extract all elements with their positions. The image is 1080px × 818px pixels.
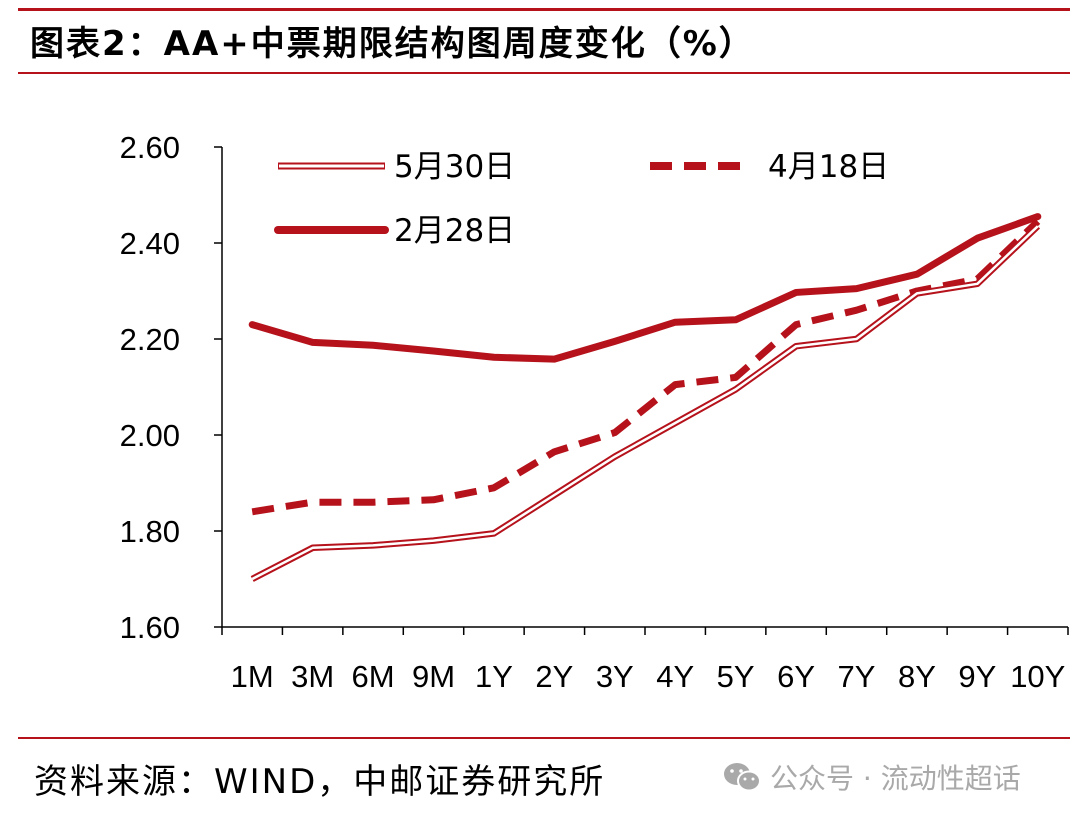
legend-item: 2月28日 <box>274 213 515 249</box>
source-note: 资料来源：WIND，中邮证券研究所 <box>34 762 606 802</box>
y-tick-label: 2.20 <box>120 322 180 357</box>
wechat-icon <box>724 763 761 792</box>
legend-item: 5月30日 <box>278 149 515 185</box>
series-double <box>250 223 1041 582</box>
page-title: 图表2：AA+中票期限结构图周度变化（%） <box>30 24 755 64</box>
y-tick-label: 2.60 <box>120 130 180 165</box>
chart-axes: 1.60 1.80 2.00 2.20 2.40 2.60 1M 3M 6M 9M 1Y 2Y 3Y 4Y… <box>120 130 1069 694</box>
series-line-outer <box>250 223 1041 582</box>
top-rule <box>18 8 1070 11</box>
x-tick-label: 3M <box>291 659 334 694</box>
title-rule <box>18 72 1070 74</box>
x-tick-label: 10Y <box>1010 659 1065 694</box>
x-tick-label: 1M <box>231 659 274 694</box>
x-tick-label: 7Y <box>838 659 876 694</box>
x-tick-label: 9M <box>412 659 455 694</box>
y-tick-label: 2.00 <box>120 418 180 453</box>
chart-legend: 5月30日 4月18日 2月28日 <box>274 149 889 249</box>
x-tick-label: 4Y <box>656 659 694 694</box>
x-tick-label: 8Y <box>898 659 936 694</box>
watermark: 公众号 · 流动性超话 <box>722 757 1021 797</box>
x-tick-label: 5Y <box>717 659 755 694</box>
bottom-rule <box>18 737 1070 739</box>
series-line <box>251 218 1041 516</box>
series-solid <box>248 213 1042 363</box>
x-tick-label: 6Y <box>777 659 815 694</box>
y-tick-label: 2.40 <box>120 226 180 261</box>
x-tick-label: 6M <box>352 659 395 694</box>
legend-item: 4月18日 <box>650 149 889 185</box>
legend-label: 2月28日 <box>394 213 515 249</box>
yield-curve-chart: 1.60 1.80 2.00 2.20 2.40 2.60 1M 3M 6M 9M 1Y 2Y 3Y 4Y… <box>120 130 1069 694</box>
watermark-text: 公众号 · 流动性超话 <box>770 762 1021 795</box>
y-tick-label: 1.60 <box>120 610 180 645</box>
x-tick-label: 9Y <box>958 659 996 694</box>
series-line-inner <box>251 225 1039 581</box>
x-tick-label: 3Y <box>596 659 634 694</box>
legend-label: 5月30日 <box>394 149 515 185</box>
y-tick-label: 1.80 <box>120 514 180 549</box>
x-tick-label: 1Y <box>475 659 513 694</box>
chart-series <box>248 213 1042 582</box>
series-dashed <box>251 218 1041 516</box>
legend-label: 4月18日 <box>768 149 889 185</box>
x-tick-label: 2Y <box>535 659 573 694</box>
series-line <box>248 213 1042 363</box>
